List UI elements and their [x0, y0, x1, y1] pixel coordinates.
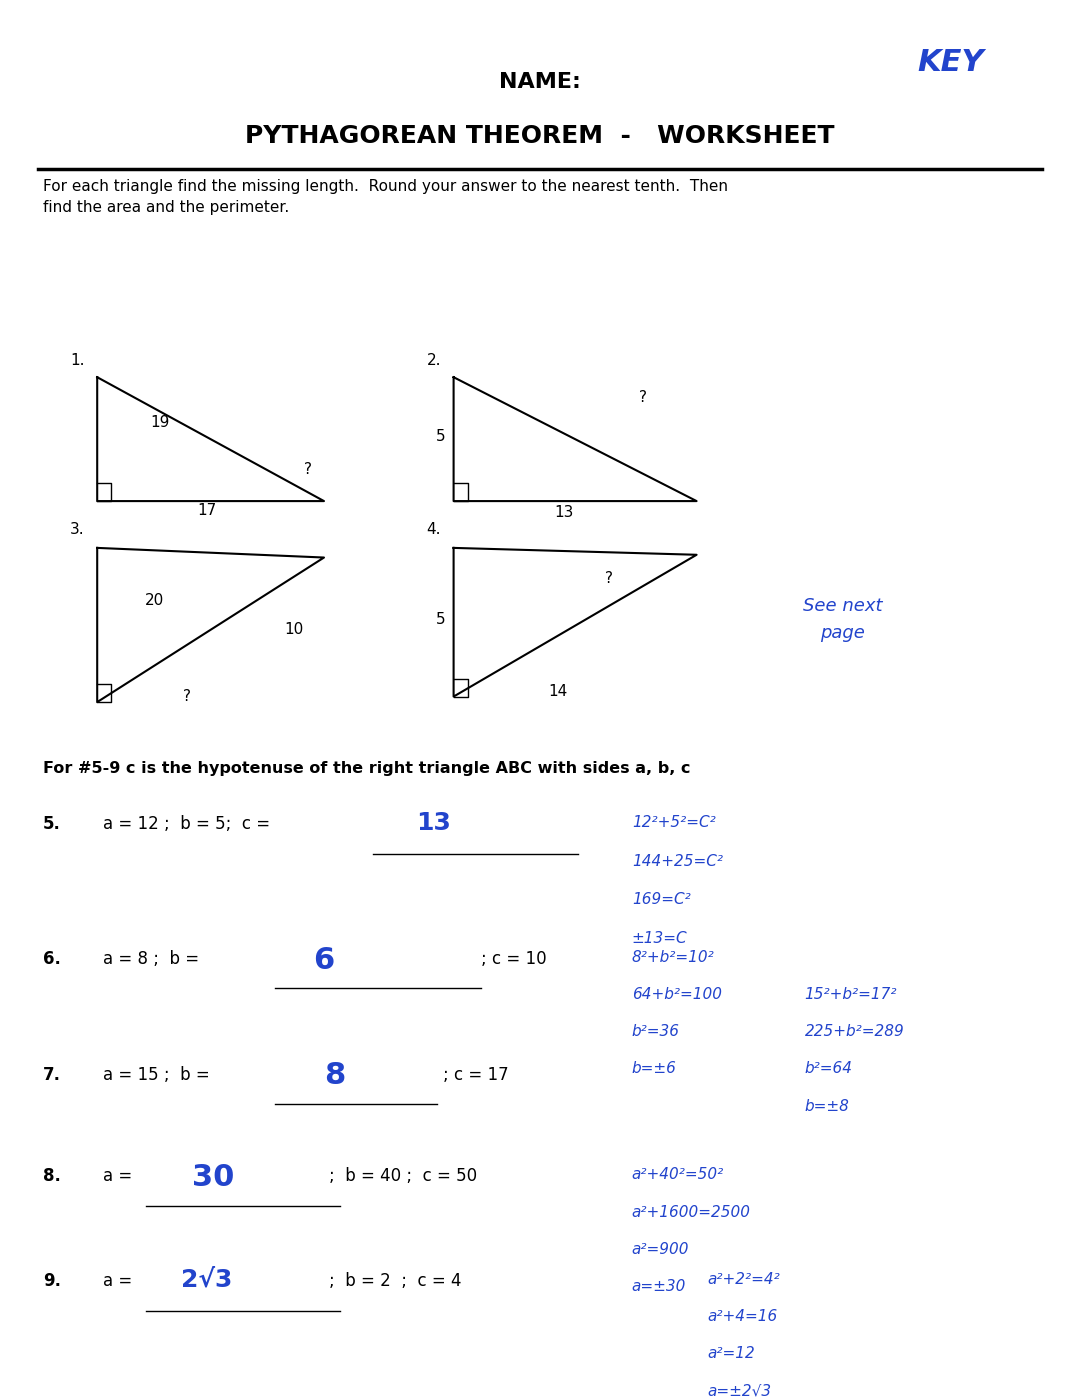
Text: ;  b = 40 ;  c = 50: ; b = 40 ; c = 50: [329, 1168, 477, 1186]
Text: NAME:: NAME:: [499, 71, 581, 92]
Text: 8.: 8.: [43, 1168, 62, 1186]
Text: 6: 6: [313, 946, 335, 975]
Text: a =: a =: [103, 1273, 137, 1289]
Text: 225+b²=289: 225+b²=289: [805, 1024, 904, 1039]
Text: 3.: 3.: [70, 522, 85, 536]
Text: ±13=C: ±13=C: [632, 930, 688, 946]
Text: 169=C²: 169=C²: [632, 893, 690, 907]
Text: 13: 13: [416, 810, 450, 835]
Text: a = 8 ;  b =: a = 8 ; b =: [103, 950, 204, 968]
Text: 2√3: 2√3: [181, 1268, 233, 1292]
Text: 9.: 9.: [43, 1273, 62, 1289]
Text: 19: 19: [150, 415, 170, 430]
Text: ; c = 10: ; c = 10: [481, 950, 546, 968]
Text: KEY: KEY: [917, 47, 984, 77]
Text: For #5-9 c is the hypotenuse of the right triangle ABC with sides a, b, c: For #5-9 c is the hypotenuse of the righ…: [43, 761, 691, 777]
Text: b²=64: b²=64: [805, 1062, 852, 1076]
Text: a = 15 ;  b =: a = 15 ; b =: [103, 1066, 215, 1084]
Text: See next
page: See next page: [802, 598, 882, 641]
Text: 7.: 7.: [43, 1066, 62, 1084]
Text: 8²+b²=10²: 8²+b²=10²: [632, 950, 715, 965]
Text: 17: 17: [198, 503, 217, 518]
Text: a=±30: a=±30: [632, 1278, 686, 1294]
Text: 5.: 5.: [43, 814, 62, 833]
Text: ?: ?: [638, 390, 647, 405]
Text: a²+2²=4²: a²+2²=4²: [707, 1273, 780, 1287]
Text: a = 12 ;  b = 5;  c =: a = 12 ; b = 5; c =: [103, 814, 275, 833]
Text: 13: 13: [554, 504, 573, 520]
Text: 1.: 1.: [70, 353, 84, 367]
Text: b=±6: b=±6: [632, 1062, 677, 1076]
Text: a =: a =: [103, 1168, 137, 1186]
Text: 30: 30: [192, 1164, 234, 1192]
Text: 5: 5: [436, 429, 445, 444]
Text: ; c = 17: ; c = 17: [443, 1066, 509, 1084]
Text: 15²+b²=17²: 15²+b²=17²: [805, 988, 897, 1002]
Text: 5: 5: [436, 612, 445, 627]
Text: a²+40²=50²: a²+40²=50²: [632, 1168, 724, 1182]
Text: b²=36: b²=36: [632, 1024, 679, 1039]
Text: PYTHAGOREAN THEOREM  -   WORKSHEET: PYTHAGOREAN THEOREM - WORKSHEET: [245, 124, 835, 148]
Text: 14: 14: [549, 683, 568, 698]
Text: ?: ?: [605, 571, 613, 585]
Text: a²=900: a²=900: [632, 1242, 689, 1257]
Text: ?: ?: [183, 689, 191, 704]
Text: 64+b²=100: 64+b²=100: [632, 988, 721, 1002]
Text: 144+25=C²: 144+25=C²: [632, 854, 723, 869]
Text: 8: 8: [324, 1062, 346, 1091]
Text: 4.: 4.: [427, 522, 441, 536]
Text: 20: 20: [145, 592, 164, 608]
Text: a²+4=16: a²+4=16: [707, 1309, 778, 1324]
Text: a²+1600=2500: a²+1600=2500: [632, 1204, 751, 1220]
Text: 12²+5²=C²: 12²+5²=C²: [632, 814, 716, 830]
Text: b=±8: b=±8: [805, 1098, 850, 1113]
Text: a=±2√3: a=±2√3: [707, 1383, 771, 1397]
Text: ?: ?: [303, 462, 312, 476]
Text: 10: 10: [284, 622, 303, 637]
Text: a²=12: a²=12: [707, 1347, 755, 1361]
Text: 6.: 6.: [43, 950, 62, 968]
Text: ;  b = 2  ;  c = 4: ; b = 2 ; c = 4: [329, 1273, 462, 1289]
Text: For each triangle find the missing length.  Round your answer to the nearest ten: For each triangle find the missing lengt…: [43, 179, 728, 215]
Text: 2.: 2.: [427, 353, 441, 367]
